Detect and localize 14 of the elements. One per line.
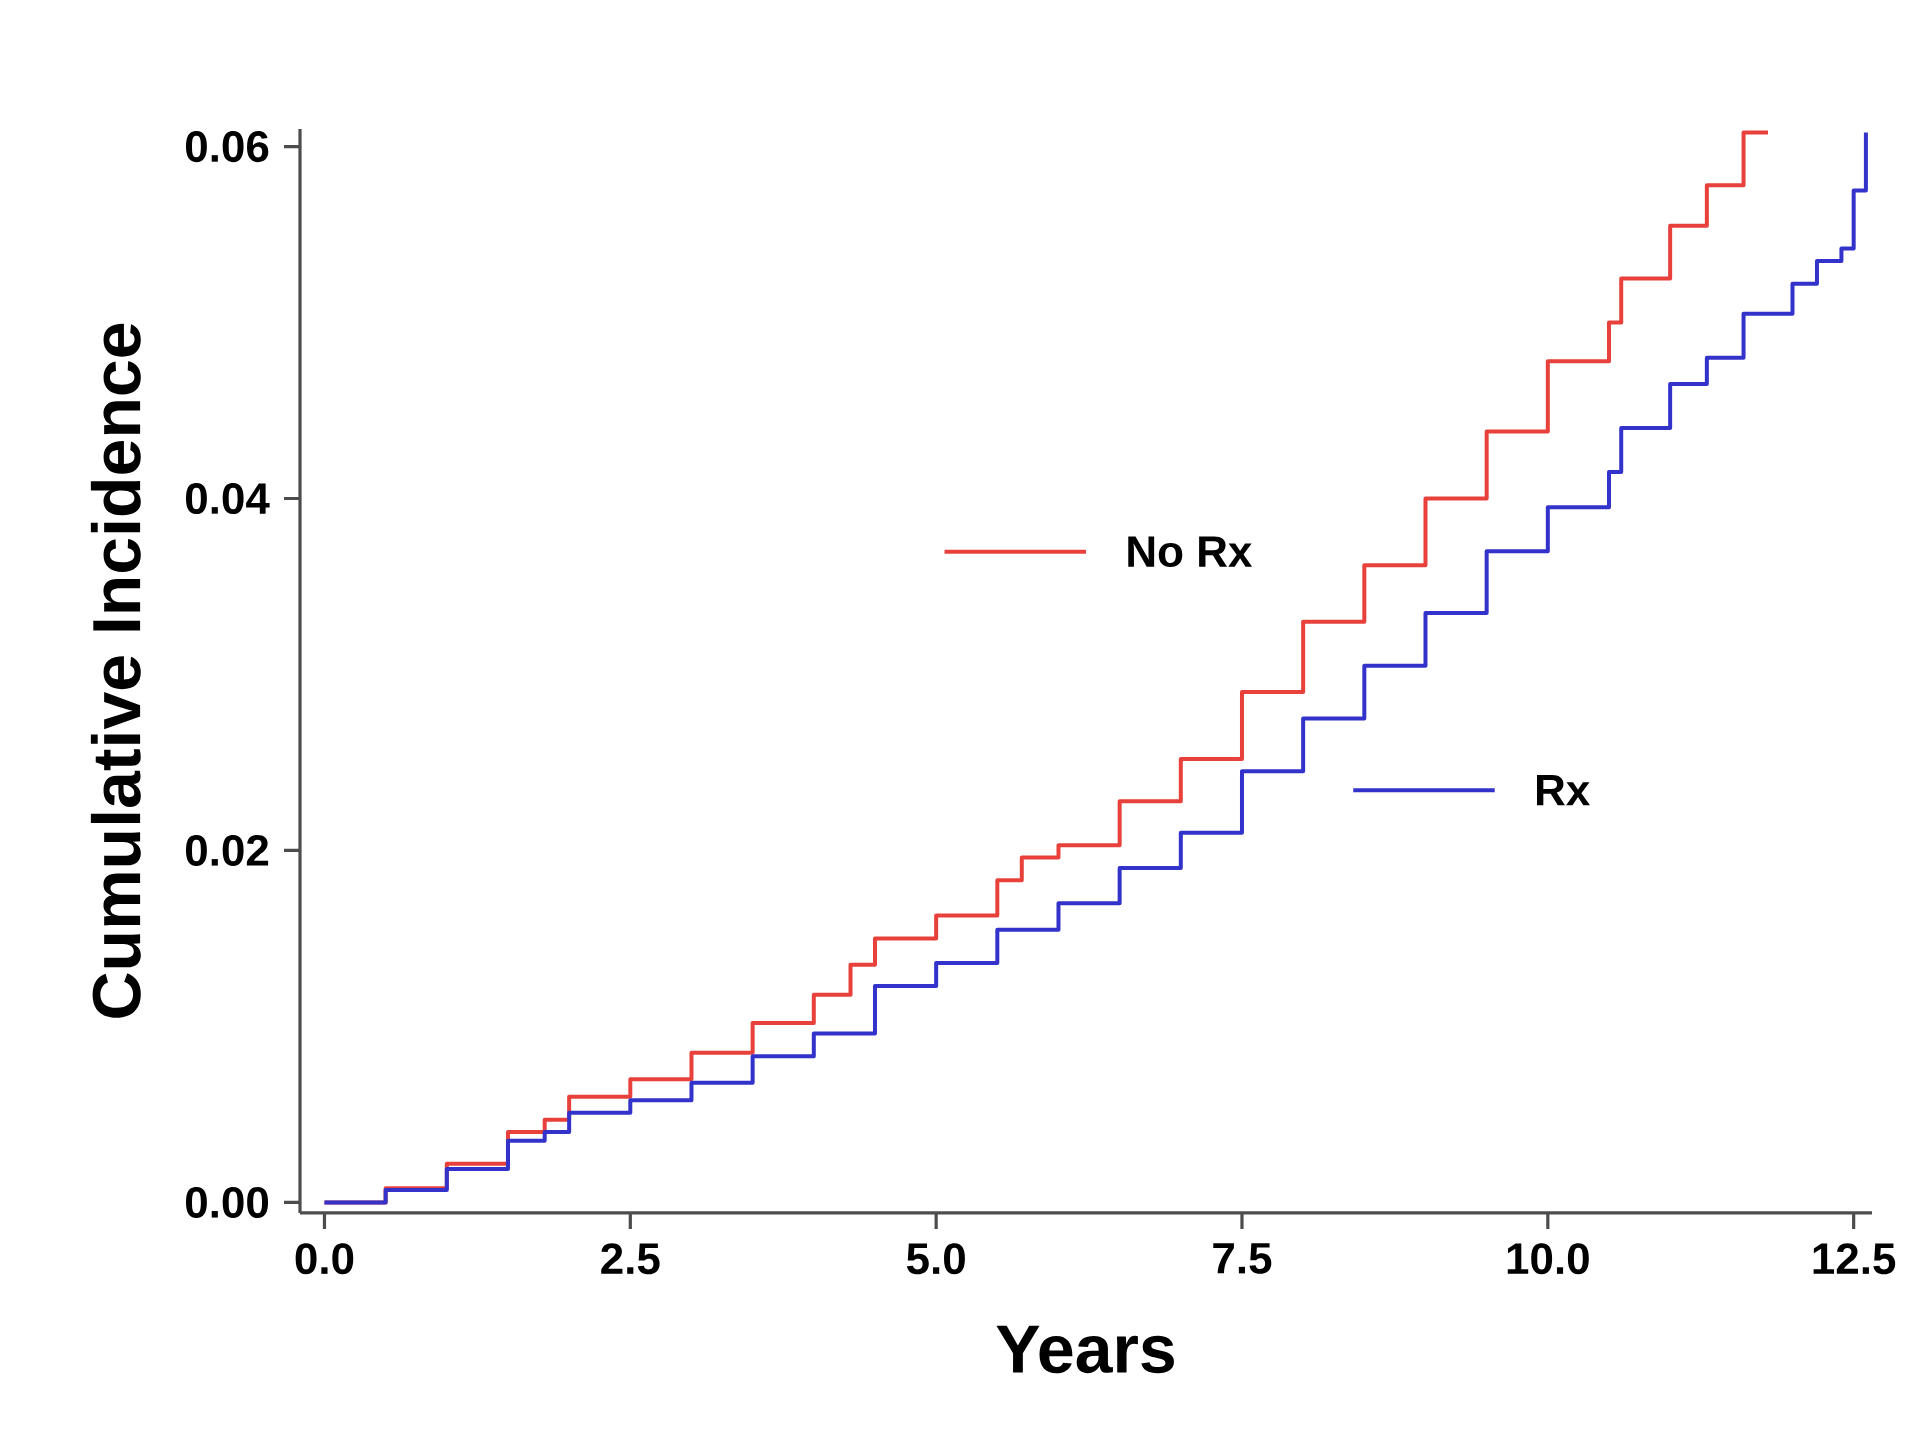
y-axis-title: Cumulative Incidence [90,323,141,1018]
y-tick-label: 0.06 [185,131,269,163]
x-tick-label: 5.0 [906,1243,965,1275]
y-tick-label: 0.02 [185,834,269,867]
legend-label: No Rx [1128,536,1253,568]
x-tick-label: 2.5 [601,1243,660,1275]
legend-label: Rx [1537,775,1590,806]
x-tick-label: 12.5 [1813,1243,1896,1275]
x-tick-label: 0.0 [295,1243,354,1275]
x-tick-label: 7.5 [1213,1243,1272,1274]
y-tick-label: 0.04 [185,482,270,515]
x-axis-title: Years [996,1325,1174,1374]
x-tick-label: 10.0 [1507,1243,1589,1275]
y-tick-label: 0.00 [185,1186,269,1219]
